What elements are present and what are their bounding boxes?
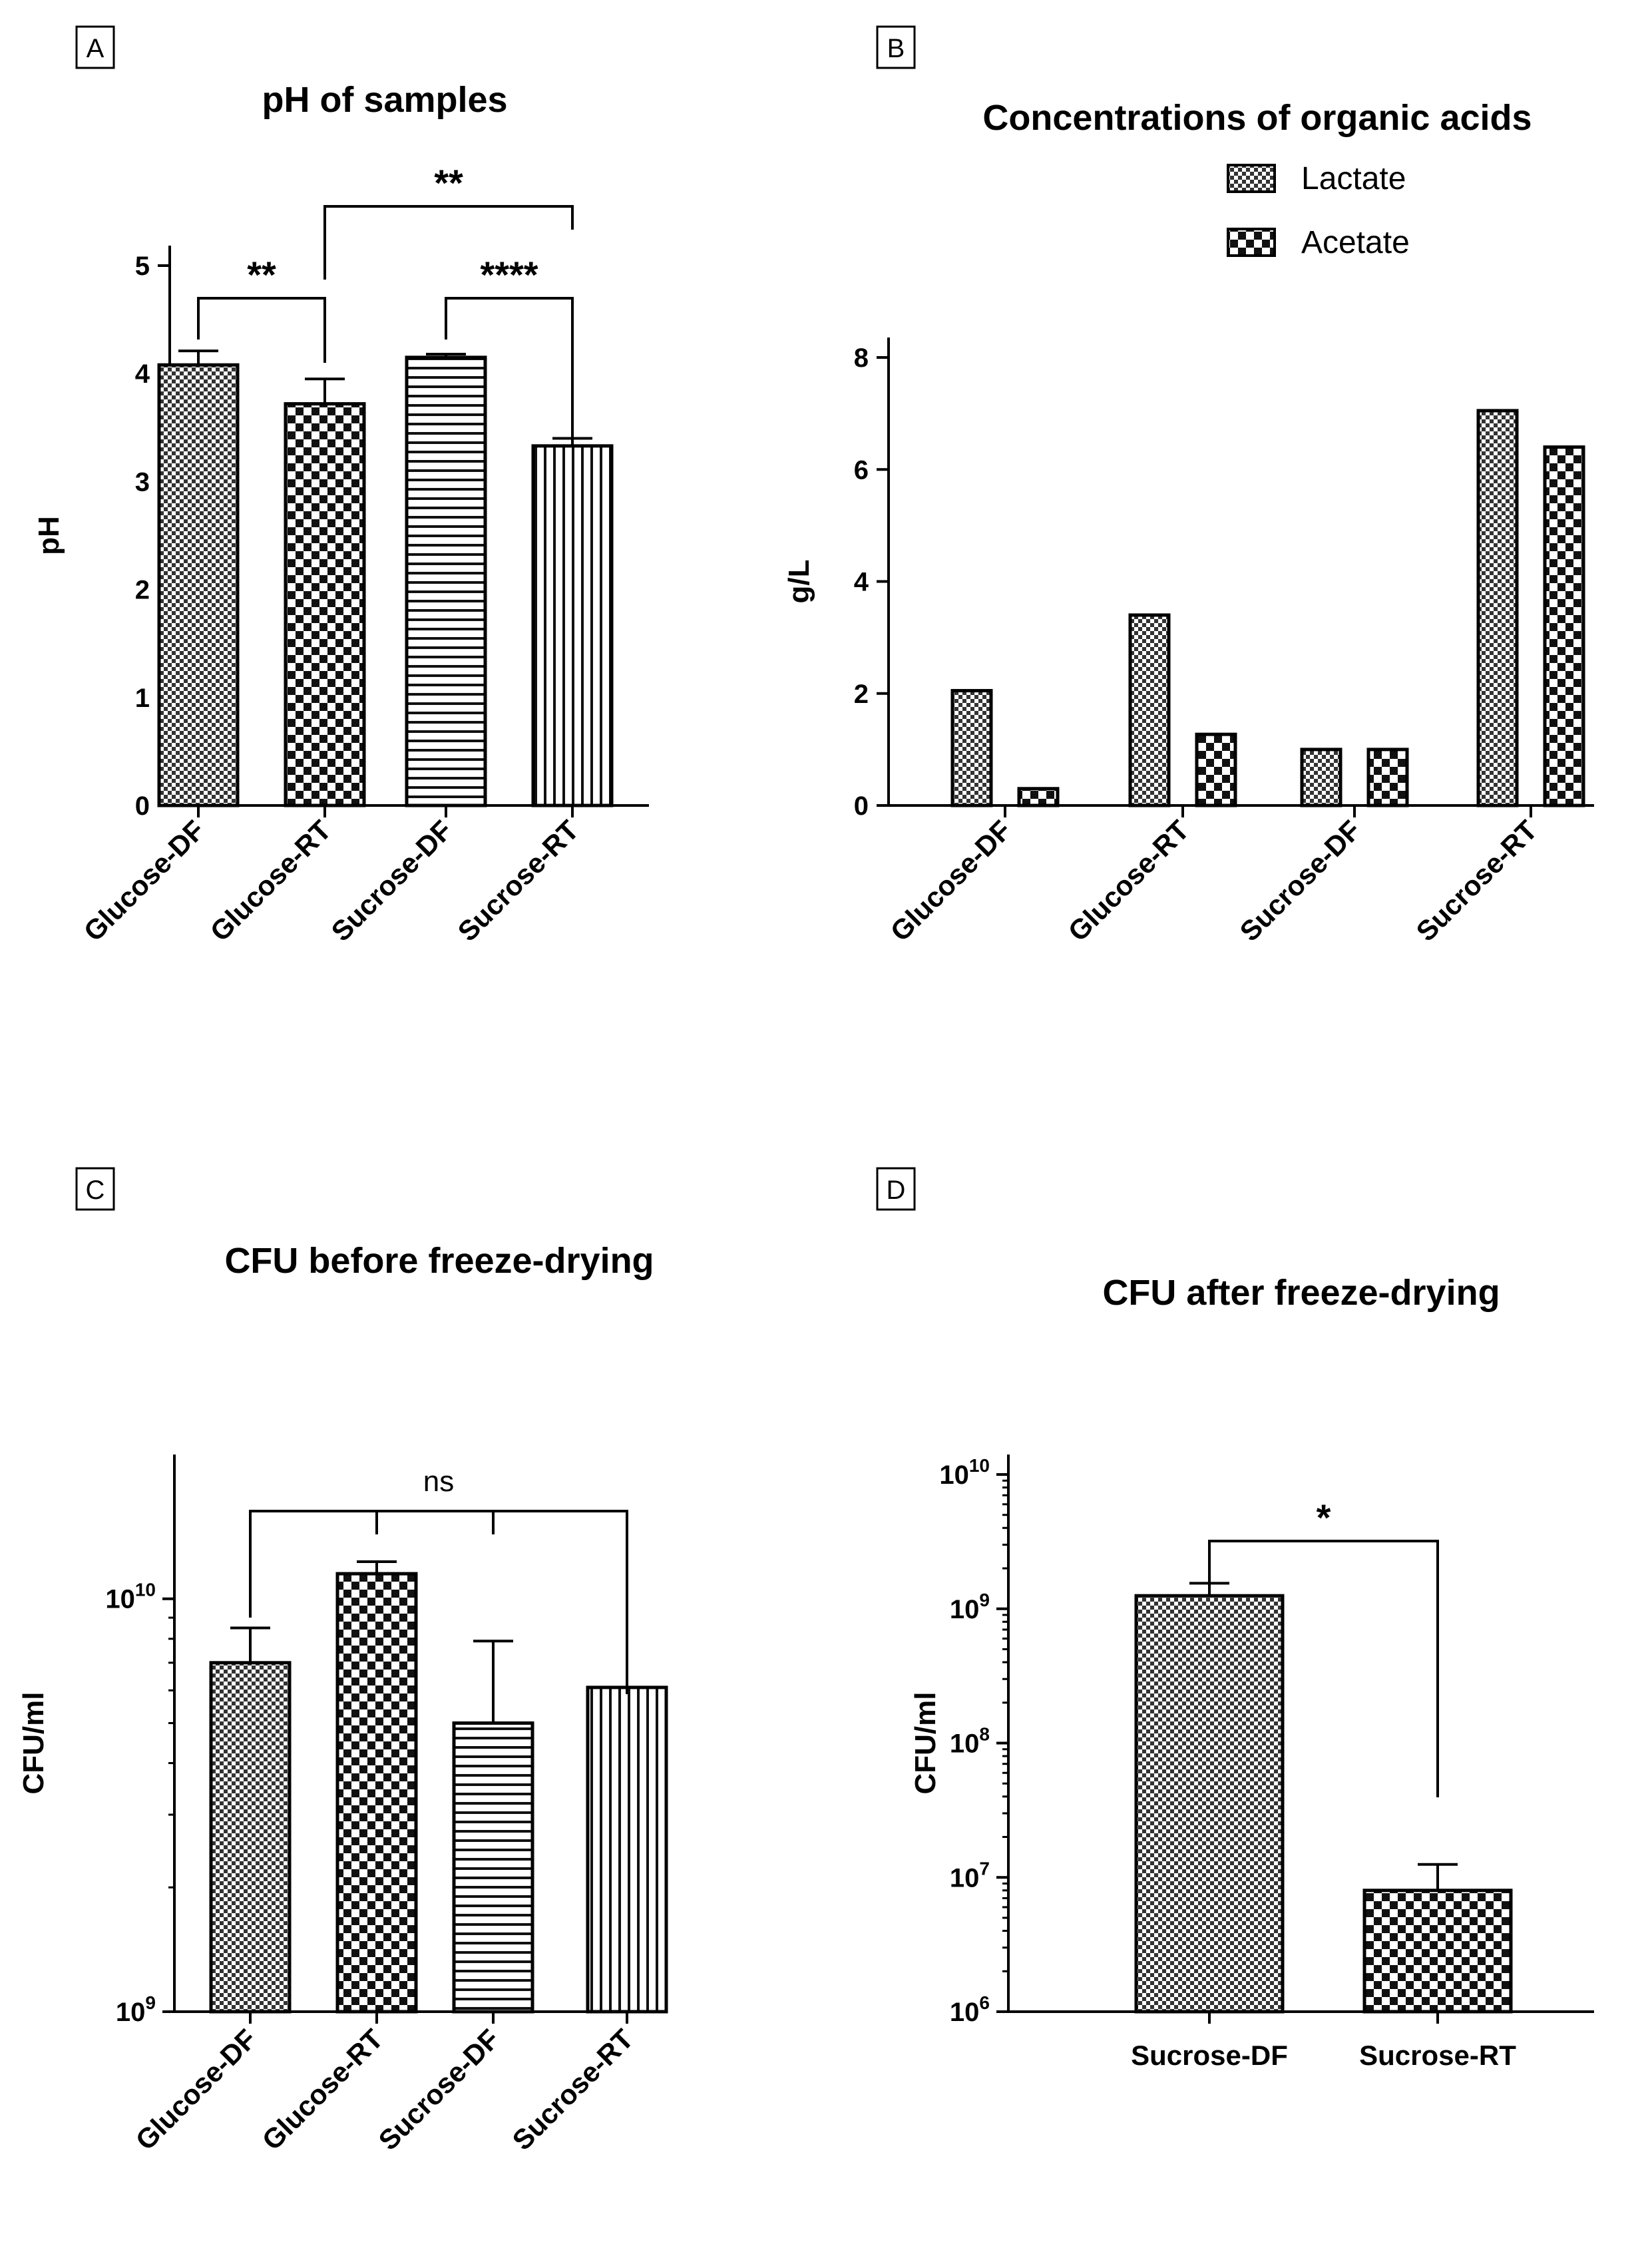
bar — [157, 363, 240, 807]
panel-letter: B — [887, 34, 905, 63]
x-tick-label: Glucose-RT — [1062, 814, 1195, 947]
y-axis-label: pH — [33, 516, 65, 555]
bar — [1134, 1594, 1285, 2014]
legend-label: Lactate — [1301, 161, 1406, 196]
y-axis-label: CFU/ml — [17, 1692, 50, 1795]
panel-letter-box — [75, 25, 115, 69]
y-tick-label: 2 — [854, 680, 869, 709]
legend-label: Acetate — [1301, 225, 1410, 260]
significance-bracket — [1208, 1540, 1439, 1797]
y-tick-label: 0 — [854, 791, 869, 821]
y-tick-label: 106 — [950, 1992, 990, 2027]
y-tick-label: 108 — [950, 1724, 990, 1759]
y-tick-label: 4 — [854, 568, 869, 597]
panel-b: B Concentrations of organic acids g/L 0 2 4 6 8… — [783, 25, 1594, 947]
y-tick-label: 5 — [135, 252, 150, 281]
panel-letter: A — [87, 34, 104, 63]
panel-letter: D — [887, 1176, 906, 1205]
y-tick-label: 8 — [854, 343, 869, 373]
x-tick-label: Sucrose-RT — [1410, 814, 1543, 947]
y-tick-label: 2 — [135, 576, 150, 605]
panel-a: ApH of samples pH 0 1 2 3 4 5 Glucose-DFGlucose-… — [33, 25, 649, 947]
bar — [1017, 787, 1060, 807]
significance-bracket — [197, 297, 326, 363]
y-tick-label: 1010 — [105, 1580, 156, 1614]
bar — [531, 444, 614, 807]
chart-title: CFU after freeze-drying — [1102, 1273, 1500, 1313]
x-tick-label: Sucrose-DF — [325, 814, 458, 947]
y-tick-label: 6 — [854, 455, 869, 485]
y-tick-label: 1010 — [939, 1455, 990, 1490]
panel-letter-box — [876, 25, 916, 69]
y-tick-label: 107 — [950, 1858, 990, 1893]
x-tick-label: Sucrose-DF — [1233, 814, 1366, 947]
bar — [405, 355, 487, 807]
x-tick-label: Sucrose-RT — [1359, 2040, 1516, 2071]
x-tick-label: Glucose-RT — [204, 814, 337, 947]
y-tick-label: 109 — [950, 1590, 990, 1624]
legend-swatch — [1227, 164, 1276, 193]
significance-bracket — [323, 205, 574, 280]
y-tick-label: 0 — [135, 791, 150, 821]
panel-c: C CFU before freeze-drying CFU/ml 109 1010 Gl… — [17, 1167, 668, 2156]
bar — [1543, 445, 1585, 807]
y-tick-label: 3 — [135, 467, 150, 497]
x-tick-label: Glucose-RT — [256, 2023, 389, 2156]
y-tick-label: 1 — [135, 684, 150, 713]
bar — [1476, 409, 1519, 807]
panel-letter-box — [876, 1167, 916, 1211]
y-axis-label: CFU/ml — [909, 1692, 942, 1795]
panel-d: D CFU after freeze-drying CFU/ml 106 107 108 1… — [876, 1167, 1594, 2071]
significance-label: ** — [247, 254, 276, 296]
significance-label: ** — [434, 162, 463, 204]
significance-label: * — [1317, 1496, 1331, 1538]
bar — [1362, 1889, 1513, 2014]
bar — [1195, 732, 1237, 807]
panel-letter: C — [86, 1176, 105, 1205]
bar — [335, 1572, 418, 2014]
x-tick-label: Glucose-DF — [129, 2023, 262, 2156]
bar — [1366, 748, 1409, 807]
legend-swatch — [1227, 228, 1276, 257]
x-tick-label: Sucrose-DF — [1131, 2040, 1288, 2071]
significance-bracket — [445, 297, 574, 439]
significance-bracket — [249, 1510, 628, 1694]
chart-title: CFU before freeze-drying — [224, 1241, 654, 1281]
x-tick-label: Glucose-DF — [77, 814, 210, 947]
bar — [1300, 748, 1342, 807]
x-tick-label: Sucrose-RT — [506, 2023, 639, 2156]
x-tick-label: Sucrose-RT — [451, 814, 584, 947]
y-axis-label: g/L — [783, 560, 815, 604]
chart-title: pH of samples — [262, 80, 507, 120]
y-tick-label: 4 — [135, 359, 150, 389]
bar — [1128, 613, 1171, 807]
bar — [950, 689, 993, 807]
bar — [284, 402, 366, 807]
y-tick-label: 109 — [116, 1992, 156, 2027]
bar — [586, 1686, 668, 2014]
significance-label: **** — [480, 254, 538, 296]
chart-title: Concentrations of organic acids — [982, 98, 1532, 138]
x-tick-label: Glucose-DF — [884, 814, 1017, 947]
panel-letter-box — [75, 1167, 115, 1211]
significance-label: ns — [423, 1465, 454, 1498]
bar — [209, 1661, 292, 2014]
bar — [452, 1721, 534, 2014]
x-tick-label: Sucrose-DF — [372, 2023, 505, 2156]
